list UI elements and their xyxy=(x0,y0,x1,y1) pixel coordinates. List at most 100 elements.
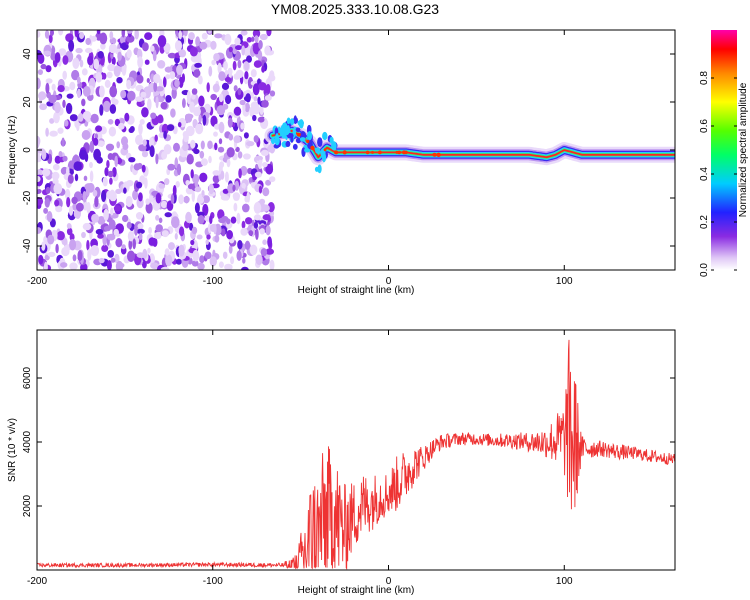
noise-blob xyxy=(74,30,79,38)
noise-blob xyxy=(73,161,82,172)
noise-blob xyxy=(242,203,250,213)
noise-blob xyxy=(262,239,267,245)
ridge-blob xyxy=(295,137,302,144)
noise-blob xyxy=(102,72,107,80)
noise-blob xyxy=(90,245,100,257)
colorbar-tick-label: 0.0 xyxy=(699,263,710,277)
noise-blob xyxy=(237,87,242,96)
noise-blob xyxy=(157,60,166,69)
noise-blob xyxy=(244,240,251,250)
noise-blob xyxy=(213,131,218,137)
noise-blob xyxy=(136,228,145,235)
noise-blob xyxy=(160,200,168,209)
noise-blob xyxy=(73,209,79,218)
noise-blob xyxy=(37,176,41,182)
noise-blob xyxy=(252,114,257,122)
noise-blob xyxy=(113,65,121,77)
noise-blob xyxy=(102,176,108,187)
noise-blob xyxy=(158,183,166,189)
ridge-blob xyxy=(286,117,291,125)
noise-blob xyxy=(221,82,230,90)
spectrogram-y-label: Frequency (Hz) xyxy=(7,116,18,185)
noise-blob xyxy=(178,30,183,40)
noise-blob xyxy=(136,252,145,258)
noise-blob xyxy=(150,262,159,270)
noise-blob xyxy=(61,137,65,147)
noise-blob xyxy=(191,190,195,202)
noise-blob xyxy=(81,130,91,140)
noise-blob xyxy=(82,199,88,211)
noise-blob xyxy=(142,42,149,52)
noise-blob xyxy=(82,222,92,231)
noise-blob xyxy=(126,79,132,90)
noise-blob xyxy=(96,156,103,164)
noise-blob xyxy=(75,47,83,54)
noise-blob xyxy=(76,202,84,212)
noise-blob xyxy=(196,234,203,240)
noise-blob xyxy=(197,75,203,85)
noise-blob xyxy=(226,158,231,168)
noise-blob xyxy=(126,221,132,229)
spectrogram-y-axis: -40 -20 0 20 40 xyxy=(22,48,675,253)
noise-blob xyxy=(153,73,161,84)
noise-blob xyxy=(211,59,216,66)
noise-blob xyxy=(76,76,81,84)
noise-blob xyxy=(236,212,241,225)
noise-blob xyxy=(155,96,159,109)
noise-blob xyxy=(114,253,120,264)
noise-blob xyxy=(115,262,125,269)
noise-blob xyxy=(57,85,65,93)
ridge-peak xyxy=(378,150,382,155)
noise-blob xyxy=(173,142,180,152)
noise-blob xyxy=(38,254,44,265)
noise-blob xyxy=(141,107,149,118)
noise-blob xyxy=(99,104,104,116)
noise-blob xyxy=(251,36,255,42)
noise-blob xyxy=(109,104,117,114)
noise-blob xyxy=(71,69,80,81)
noise-blob xyxy=(193,106,201,117)
noise-blob xyxy=(213,53,220,62)
noise-blob xyxy=(58,48,67,56)
noise-blob xyxy=(252,83,260,96)
noise-blob xyxy=(108,219,116,230)
noise-blob xyxy=(214,234,220,243)
noise-blob xyxy=(139,119,145,125)
noise-blob xyxy=(269,90,276,97)
snr-panel: -200 -100 0 100 2000 4000 6000 Height of stra… xyxy=(7,329,676,596)
noise-blob xyxy=(210,93,217,101)
noise-blob xyxy=(185,180,190,186)
noise-blob xyxy=(199,172,208,183)
noise-speckle xyxy=(37,30,276,270)
noise-blob xyxy=(260,248,268,257)
y-tick-label: -40 xyxy=(22,238,33,253)
noise-blob xyxy=(207,30,212,34)
noise-blob xyxy=(267,236,272,248)
noise-blob xyxy=(124,112,130,122)
noise-blob xyxy=(82,191,87,203)
noise-blob xyxy=(148,227,153,234)
ridge-blob xyxy=(285,141,289,147)
noise-blob xyxy=(255,254,263,266)
noise-blob xyxy=(167,52,177,59)
noise-blob xyxy=(135,96,144,102)
noise-blob xyxy=(125,195,133,208)
noise-blob xyxy=(158,217,163,224)
noise-blob xyxy=(247,77,254,89)
noise-blob xyxy=(110,207,114,216)
noise-blob xyxy=(205,239,209,245)
noise-blob xyxy=(226,147,235,158)
noise-blob xyxy=(176,163,182,176)
noise-blob xyxy=(123,187,127,194)
ridge-blob xyxy=(315,147,321,154)
noise-blob xyxy=(137,56,144,68)
ridge-peak xyxy=(334,150,339,155)
y-tick-label: 4000 xyxy=(22,430,33,453)
noise-blob xyxy=(160,101,168,110)
noise-blob xyxy=(165,95,172,103)
noise-blob xyxy=(106,260,112,270)
noise-blob xyxy=(107,170,114,178)
snr-x-axis: -200 -100 0 100 xyxy=(27,330,573,587)
noise-blob xyxy=(252,102,259,114)
noise-blob xyxy=(163,42,171,53)
